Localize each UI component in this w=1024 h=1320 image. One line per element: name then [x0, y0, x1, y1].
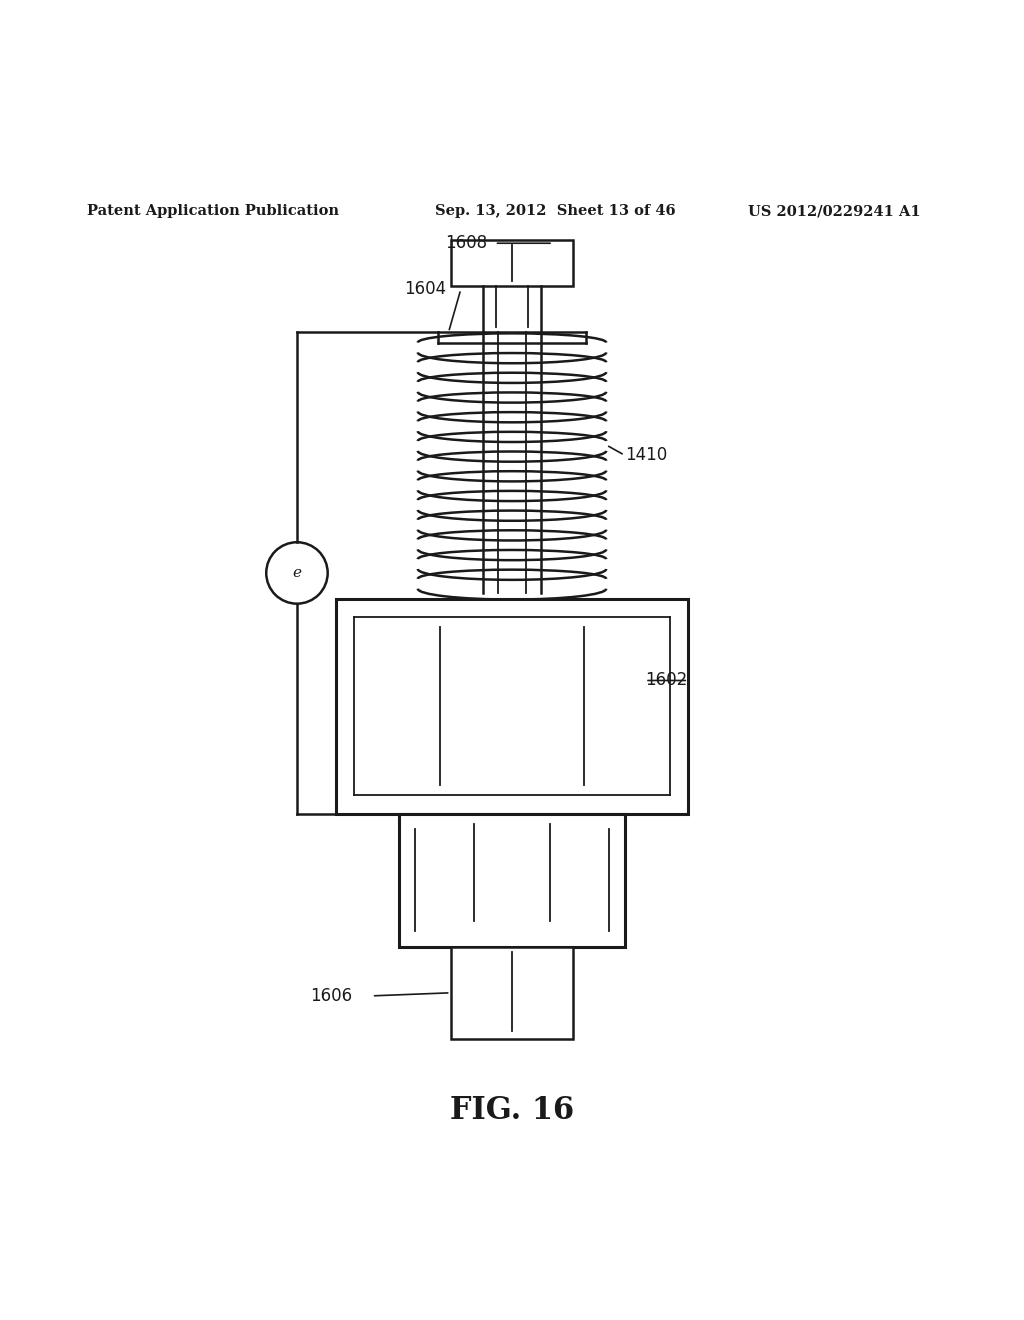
Text: Sep. 13, 2012  Sheet 13 of 46: Sep. 13, 2012 Sheet 13 of 46 — [435, 205, 676, 218]
Text: US 2012/0229241 A1: US 2012/0229241 A1 — [748, 205, 921, 218]
Text: 1602: 1602 — [645, 672, 687, 689]
Text: FIG. 16: FIG. 16 — [450, 1096, 574, 1126]
FancyBboxPatch shape — [451, 946, 573, 1039]
FancyBboxPatch shape — [399, 813, 625, 946]
Text: e: e — [293, 566, 301, 579]
Text: 1604: 1604 — [404, 280, 446, 298]
FancyBboxPatch shape — [451, 240, 573, 286]
Text: 1606: 1606 — [310, 987, 352, 1005]
Text: 1608: 1608 — [445, 234, 487, 252]
Text: Patent Application Publication: Patent Application Publication — [87, 205, 339, 218]
Text: 1410: 1410 — [625, 446, 667, 465]
FancyBboxPatch shape — [336, 598, 688, 813]
